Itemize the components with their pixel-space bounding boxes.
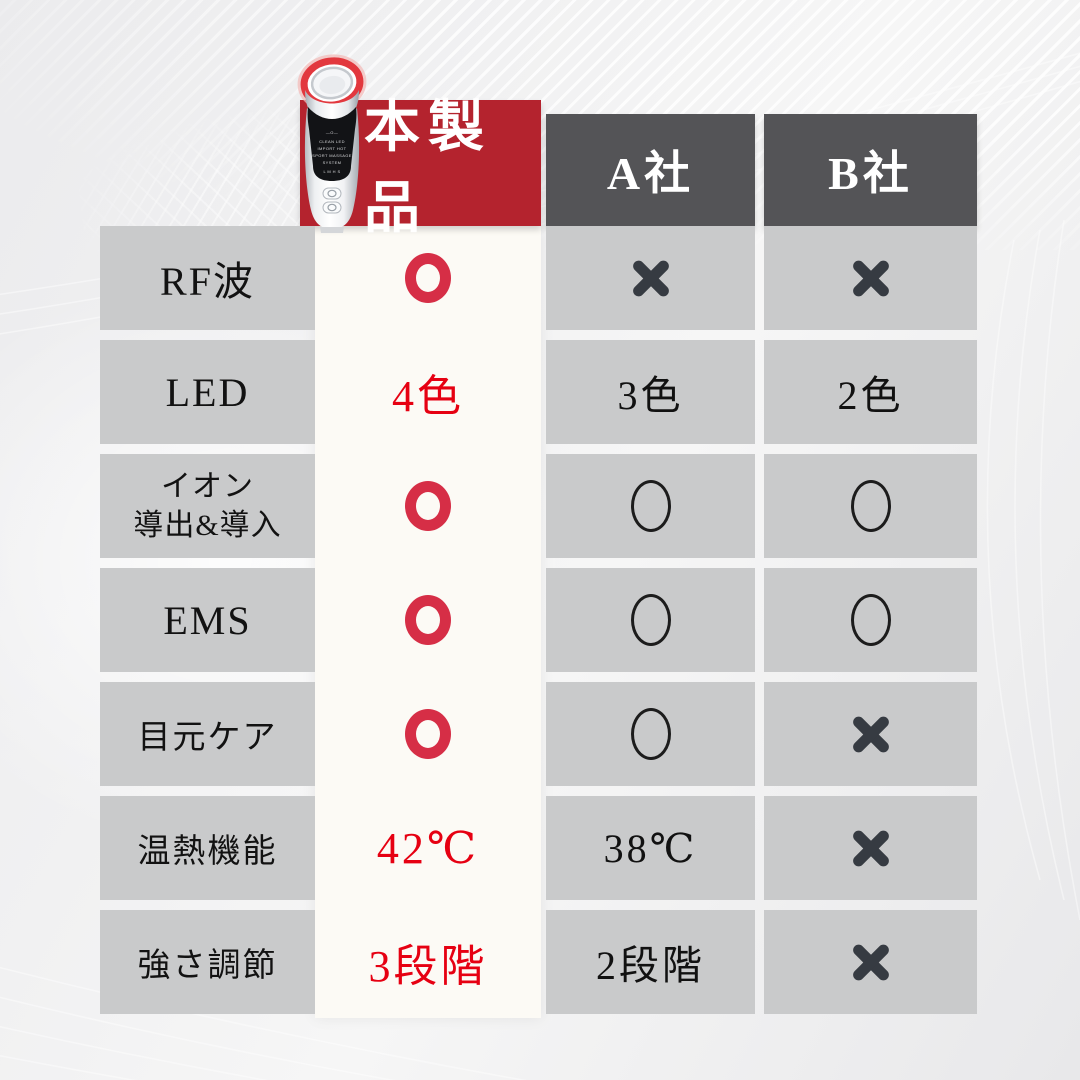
value-text: 2段階: [596, 943, 705, 988]
device-buttons: [322, 187, 342, 214]
cross-no-icon: [848, 939, 894, 985]
value-text: 4色: [392, 372, 464, 421]
cell-ems-company-a: [546, 568, 755, 672]
product-image: —O— CLEAN LED IMPORT HOT SPORT MASSAGE S…: [297, 54, 367, 233]
circle-icon: [850, 480, 891, 532]
circle-yes-icon: [405, 709, 451, 759]
cross-no-icon: [848, 825, 894, 871]
device-panel-text: SPORT MASSAGE: [312, 153, 352, 158]
cell-eyecare-product: [315, 682, 541, 786]
cell-eyecare-company-b: [764, 682, 977, 786]
header-company-a: A社: [546, 114, 755, 226]
cell-rf-company-b: [764, 226, 977, 330]
row-label-rf: RF波: [100, 226, 315, 330]
cell-led-company-a: 3色: [546, 340, 755, 444]
cell-heat-company-a: 38℃: [546, 796, 755, 900]
cross-no-icon: [848, 711, 894, 757]
row-label-heat: 温熱機能: [100, 796, 315, 900]
row-label-ion: イオン 導出&導入: [100, 454, 315, 558]
device-panel-text: CLEAN LED: [319, 139, 345, 144]
header-product-label: 本製品: [364, 97, 492, 240]
value-text: 3色: [617, 373, 684, 418]
device-panel-text: IMPORT HOT: [318, 146, 347, 151]
cell-intensity-company-a: 2段階: [546, 910, 755, 1014]
value-text: 38℃: [603, 825, 698, 871]
cell-ems-product: [315, 568, 541, 672]
device-head: [305, 90, 359, 121]
cell-intensity-company-b: [764, 910, 977, 1014]
cross-no-icon: [848, 255, 894, 301]
cell-led-product: 4色: [315, 340, 541, 444]
header-company-b: B社: [764, 114, 977, 226]
device-panel-text: L M H S: [323, 169, 340, 174]
device-base: [320, 227, 344, 233]
cell-eyecare-company-a: [546, 682, 755, 786]
circle-yes-icon: [405, 253, 451, 303]
circle-yes-icon: [405, 481, 451, 531]
value-text: 2色: [837, 373, 904, 418]
cell-ems-company-b: [764, 568, 977, 672]
cell-heat-product: 42℃: [315, 796, 541, 900]
cell-intensity-product: 3段階: [315, 910, 541, 1014]
row-label-ems: EMS: [100, 568, 315, 672]
cross-no-icon: [628, 255, 674, 301]
header-company-a-label: A社: [606, 148, 695, 199]
header-company-b-label: B社: [828, 148, 913, 199]
circle-yes-icon: [405, 595, 451, 645]
cell-led-company-b: 2色: [764, 340, 977, 444]
cell-ion-company-b: [764, 454, 977, 558]
row-label-led: LED: [100, 340, 315, 444]
circle-icon: [850, 594, 891, 646]
value-text: 3段階: [368, 942, 488, 991]
row-label-eyecare: 目元ケア: [100, 682, 315, 786]
circle-icon: [630, 594, 671, 646]
cell-rf-product: [315, 226, 541, 330]
device-panel-text: SYSTEM: [323, 160, 342, 165]
device-panel-text: —O—: [326, 130, 338, 135]
value-text: 42℃: [376, 823, 480, 873]
row-label-intensity: 強さ調節: [100, 910, 315, 1014]
cell-ion-product: [315, 454, 541, 558]
circle-icon: [630, 708, 671, 760]
cell-heat-company-b: [764, 796, 977, 900]
circle-icon: [630, 480, 671, 532]
device-screen-panel: [307, 107, 357, 181]
cell-ion-company-a: [546, 454, 755, 558]
cell-rf-company-a: [546, 226, 755, 330]
